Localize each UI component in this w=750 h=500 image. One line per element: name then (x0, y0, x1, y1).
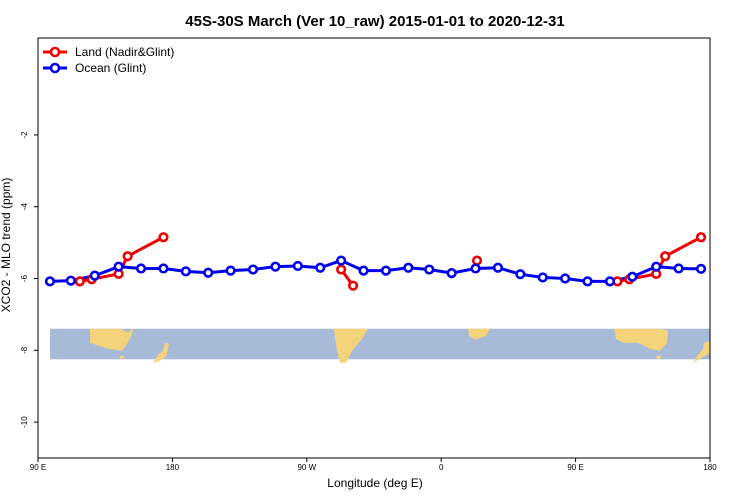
x-axis-label: Longitude (deg E) (327, 476, 422, 490)
land-point-1-1 (347, 280, 359, 291)
ocean-point-0-13 (336, 255, 347, 266)
chart-title: 45S-30S March (Ver 10_raw) 2015-01-01 to… (185, 13, 564, 30)
ocean-point-0-0 (44, 276, 56, 287)
x-tick-label-2: 90 W (297, 463, 316, 472)
background-world-map (50, 328, 710, 363)
land-point-3-3 (660, 251, 671, 262)
ocean-point-0-20 (492, 262, 504, 273)
ocean-point-0-19 (470, 263, 481, 274)
ocean-point-0-18 (446, 268, 457, 279)
land-point-3-4 (695, 232, 707, 243)
legend-ocean-marker (49, 62, 61, 74)
map-australia-repeat (614, 328, 668, 351)
land-point-0-3 (122, 251, 133, 262)
ocean-point-0-6 (180, 266, 191, 277)
ocean-point-0-27 (651, 261, 662, 272)
ocean-point-0-16 (403, 262, 414, 273)
ocean-point-0-5 (158, 263, 169, 274)
x-axis: 90 E 180 90 W 0 90 E 180 (30, 458, 717, 472)
ocean-point-0-17 (424, 264, 435, 275)
land-point-0-0 (74, 276, 85, 287)
legend: Land (Nadir&Glint) Ocean (Glint) (43, 45, 174, 75)
map-australia (90, 328, 133, 351)
land-point-0-4 (158, 232, 169, 243)
legend-land-label: Land (Nadir&Glint) (75, 45, 174, 59)
ocean-point-0-15 (380, 265, 392, 276)
map-ocean (50, 328, 710, 360)
land-point-2-0 (471, 255, 483, 266)
legend-ocean-label: Ocean (Glint) (75, 61, 146, 75)
plot-frame (37, 37, 711, 459)
y-axis: -2 -4 -6 -8 -10 (20, 131, 38, 428)
ocean-point-0-23 (560, 273, 571, 284)
map-tasmania (120, 355, 124, 360)
map-new-zealand (153, 342, 169, 363)
series-points (44, 232, 707, 291)
y-axis-label: XCO2 - MLO trend (ppm) (0, 178, 13, 313)
y-tick-label-0: -2 (20, 131, 29, 139)
ocean-point-0-11 (292, 260, 303, 272)
ocean-point-0-10 (270, 261, 281, 272)
ocean-point-0-25 (604, 276, 616, 287)
y-tick-label-2: -6 (20, 274, 29, 282)
series-lines (49, 235, 702, 287)
ocean-point-0-22 (537, 272, 548, 283)
x-tick-label-4: 90 E (567, 463, 583, 472)
ocean-point-0-24 (582, 276, 593, 287)
map-new-zealand-repeat (693, 340, 710, 363)
y-tick-label-1: -4 (20, 203, 29, 211)
y-tick-label-3: -8 (20, 346, 29, 354)
x-tick-label-0: 90 E (30, 463, 46, 472)
x-tick-label-1: 180 (166, 463, 180, 472)
ocean-point-0-14 (358, 265, 369, 276)
x-tick-label-5: 180 (703, 463, 717, 472)
ocean-point-0-4 (135, 263, 147, 274)
map-tasmania-repeat (656, 355, 661, 360)
x-tick-label-3: 0 (439, 463, 444, 472)
ocean-point-0-7 (203, 267, 214, 278)
map-africa (468, 328, 490, 340)
legend-land-marker (49, 46, 61, 58)
ocean-point-0-8 (225, 265, 236, 276)
y-tick-label-4: -10 (20, 416, 29, 428)
ocean-point-0-12 (315, 262, 326, 273)
ocean-point-0-1 (65, 275, 76, 286)
ocean-point-0-2 (89, 270, 100, 281)
ocean-series-line-0 (49, 259, 702, 283)
ocean-point-0-26 (627, 271, 638, 282)
map-landmasses (90, 328, 710, 363)
ocean-point-0-21 (515, 269, 526, 280)
ocean-point-0-9 (247, 264, 259, 275)
ocean-point-0-28 (673, 263, 684, 274)
map-south-america (334, 328, 368, 363)
ocean-point-0-3 (113, 261, 124, 272)
land-point-1-0 (336, 264, 347, 275)
ocean-point-0-29 (695, 263, 707, 274)
